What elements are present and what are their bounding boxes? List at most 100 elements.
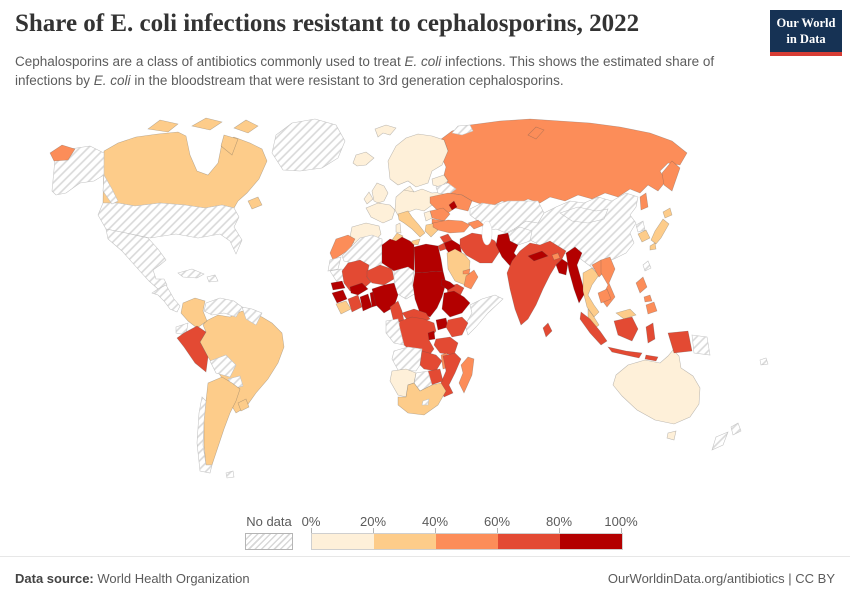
country-new-zealand-south[interactable] (711, 431, 729, 451)
country-pacific-islands[interactable] (759, 357, 769, 366)
country-greenland[interactable] (271, 118, 346, 172)
country-venezuela[interactable] (203, 297, 243, 318)
country-argentina[interactable] (203, 376, 241, 466)
country-indonesia-java[interactable] (607, 346, 643, 359)
country-canada-baffin[interactable] (220, 134, 239, 156)
country-scandinavia[interactable] (387, 133, 449, 188)
country-cambodia[interactable] (597, 288, 612, 304)
country-jordan[interactable] (437, 242, 447, 252)
country-mali[interactable] (341, 259, 372, 292)
country-canada-island[interactable] (147, 119, 179, 133)
country-bangladesh[interactable] (555, 258, 569, 276)
country-italy[interactable] (397, 210, 426, 238)
country-thailand[interactable] (582, 267, 600, 318)
owid-link[interactable]: OurWorldinData.org/antibiotics (607, 571, 785, 586)
country-angola[interactable] (391, 346, 423, 372)
country-peru[interactable] (176, 325, 209, 373)
country-uae[interactable] (462, 268, 471, 275)
country-iceland[interactable] (352, 151, 375, 167)
country-ivory-coast[interactable] (347, 294, 363, 313)
country-tasmania[interactable] (666, 430, 677, 441)
legend-bin-80-100[interactable] (560, 534, 622, 549)
country-rwanda-burundi[interactable] (427, 330, 436, 341)
country-uruguay[interactable] (237, 398, 250, 412)
country-lesotho[interactable] (421, 398, 430, 406)
country-indonesia-sumatra[interactable] (579, 311, 608, 346)
country-alaska-panhandle[interactable] (102, 174, 119, 205)
country-baltics[interactable] (431, 174, 449, 188)
country-eritrea[interactable] (440, 278, 456, 291)
country-canada[interactable] (102, 131, 268, 209)
country-bolivia[interactable] (209, 354, 237, 378)
legend-no-data-swatch[interactable] (245, 533, 293, 550)
country-philippines-mindanao[interactable] (645, 301, 658, 315)
country-russia[interactable] (439, 118, 688, 208)
country-uganda[interactable] (435, 317, 449, 331)
country-ghana[interactable] (359, 293, 373, 312)
country-falkland-islands[interactable] (225, 470, 235, 479)
country-philippines-luzon[interactable] (635, 276, 648, 294)
country-mozambique[interactable] (439, 352, 462, 398)
country-philippines-visayas[interactable] (643, 294, 653, 303)
country-chile[interactable] (196, 396, 213, 474)
country-kenya[interactable] (445, 316, 469, 338)
country-guyanas[interactable] (241, 306, 263, 326)
country-chukotka[interactable] (49, 144, 76, 162)
country-tanzania[interactable] (433, 336, 459, 356)
country-corsica-sardinia[interactable] (395, 222, 402, 234)
country-indonesia-kalimantan[interactable] (613, 316, 639, 342)
country-canada-island[interactable] (233, 119, 259, 134)
country-australia[interactable] (612, 349, 701, 425)
country-sakhalin[interactable] (639, 192, 649, 211)
country-canada-island[interactable] (191, 117, 223, 131)
country-sri-lanka[interactable] (542, 322, 553, 338)
country-japan-honshu[interactable] (650, 218, 670, 245)
country-nepal[interactable] (527, 250, 549, 262)
country-ethiopia[interactable] (441, 290, 471, 318)
legend-bin-60-80[interactable] (498, 534, 560, 549)
owid-logo[interactable]: Our World in Data (770, 10, 842, 57)
country-somalia[interactable] (464, 294, 504, 336)
country-svalbard[interactable] (374, 124, 397, 138)
country-malaysia-borneo[interactable] (615, 308, 637, 320)
country-canada-newfoundland[interactable] (247, 196, 263, 210)
country-hispaniola[interactable] (206, 274, 219, 283)
country-novaya-zemlya[interactable] (527, 126, 545, 140)
country-indonesia-sulawesi[interactable] (645, 322, 656, 344)
country-colombia[interactable] (180, 297, 208, 329)
country-mexico[interactable] (105, 228, 168, 290)
country-mongolia[interactable] (559, 206, 609, 224)
country-uk[interactable] (371, 182, 389, 204)
country-egypt[interactable] (413, 243, 444, 274)
country-turkey[interactable] (432, 219, 471, 234)
country-papua-new-guinea[interactable] (691, 334, 711, 356)
country-india[interactable] (506, 240, 567, 326)
legend-bin-20-40[interactable] (374, 534, 436, 549)
country-belarus[interactable] (435, 182, 457, 196)
country-morocco[interactable] (329, 234, 356, 261)
country-south-africa[interactable] (397, 382, 447, 416)
country-france[interactable] (365, 202, 396, 224)
country-south-korea[interactable] (637, 229, 651, 243)
country-senegal[interactable] (330, 280, 346, 291)
country-indonesia-lesser-sunda[interactable] (644, 354, 659, 362)
country-burkina-faso[interactable] (349, 282, 369, 296)
legend-bin-0-20[interactable] (312, 534, 374, 549)
country-oman[interactable] (463, 269, 479, 290)
country-cuba[interactable] (177, 268, 205, 279)
country-japan-kyushu[interactable] (649, 242, 657, 251)
country-sudan[interactable] (412, 270, 447, 318)
country-moldova[interactable] (448, 200, 458, 211)
country-guinea[interactable] (331, 289, 348, 304)
country-japan-hokkaido[interactable] (662, 207, 673, 219)
country-libya[interactable] (381, 236, 415, 276)
country-nigeria[interactable] (371, 282, 399, 314)
country-central-america[interactable] (151, 284, 181, 313)
country-western-sahara[interactable] (327, 256, 342, 272)
legend-bin-40-60[interactable] (436, 534, 498, 549)
country-gabon-congo[interactable] (385, 318, 405, 346)
country-arctic-islands[interactable] (451, 124, 474, 136)
country-indonesia-west-new-guinea[interactable] (667, 330, 693, 354)
country-ukraine[interactable] (429, 192, 473, 214)
country-sierra-leone-liberia[interactable] (335, 300, 352, 315)
